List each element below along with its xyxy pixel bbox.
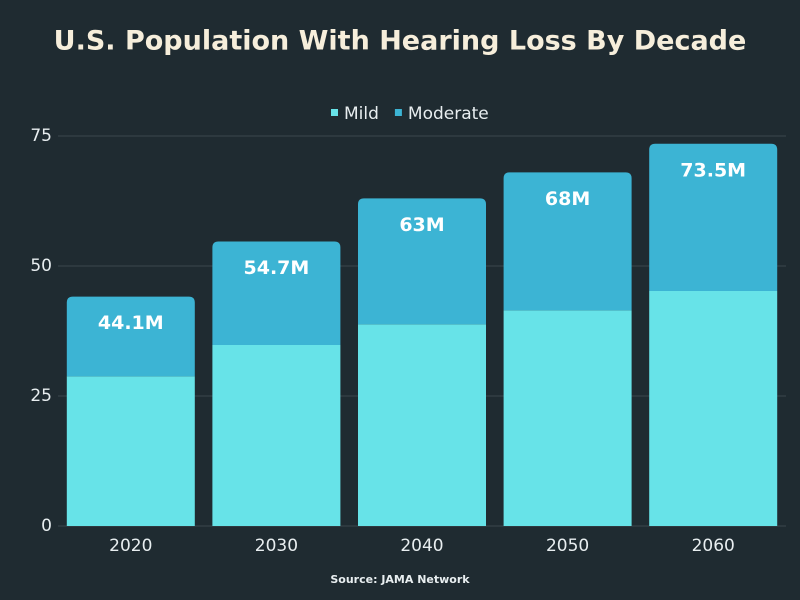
x-tick-label: 2050 xyxy=(546,536,589,556)
bar-segment xyxy=(649,143,778,291)
legend-marker xyxy=(394,109,402,116)
legend-marker xyxy=(331,109,338,116)
bar-segment xyxy=(649,290,778,526)
bar-segment xyxy=(66,376,195,526)
x-tick-label: 2030 xyxy=(255,536,298,556)
total-label: 68M xyxy=(545,188,590,210)
chart-title: U.S. Population With Hearing Loss By Dec… xyxy=(54,26,747,57)
bar-segment xyxy=(66,296,195,377)
bar-segment xyxy=(212,345,341,526)
x-tick-label: 2020 xyxy=(109,536,152,556)
bar-segment xyxy=(358,198,486,325)
bar-segment xyxy=(212,241,341,346)
total-label: 73.5M xyxy=(680,159,746,181)
y-tick-label: 50 xyxy=(30,256,52,276)
total-label: 54.7M xyxy=(244,257,310,279)
y-tick-label: 0 xyxy=(41,516,52,536)
total-label: 44.1M xyxy=(98,312,164,334)
legend-label: Mild xyxy=(344,104,379,124)
x-tick-label: 2040 xyxy=(400,536,443,556)
total-label: 63M xyxy=(399,214,444,236)
bar-segment xyxy=(503,172,632,311)
legend-label: Moderate xyxy=(408,104,489,124)
source: Source: JAMA Network xyxy=(330,573,470,586)
x-tick-label: 2060 xyxy=(692,536,735,556)
bar-segment xyxy=(358,324,486,526)
y-tick-label: 75 xyxy=(30,126,52,146)
y-tick-label: 25 xyxy=(30,386,52,406)
bar-segment xyxy=(503,310,632,526)
